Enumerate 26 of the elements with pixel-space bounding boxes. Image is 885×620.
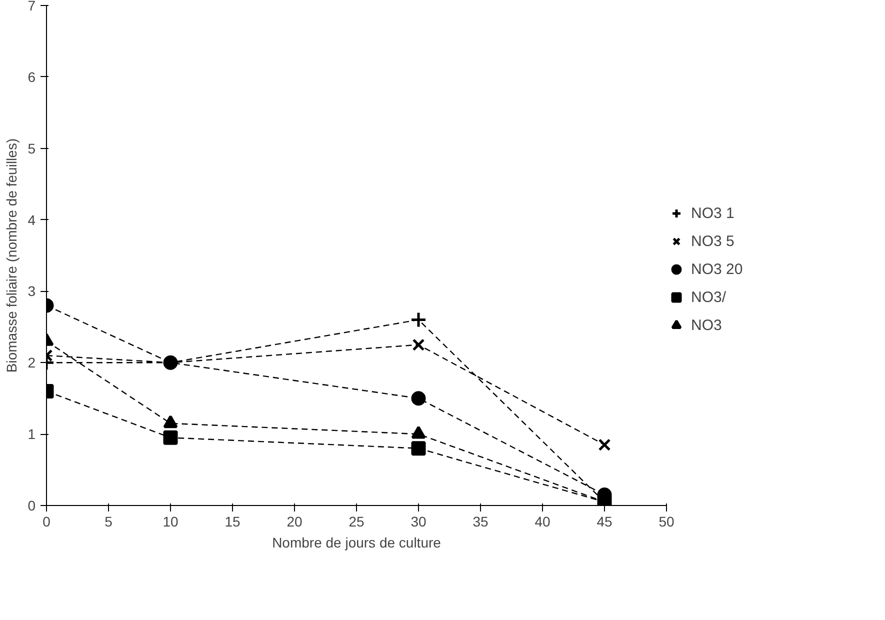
x-tick-label: 0 [42, 514, 51, 530]
x-tick-label: 35 [472, 514, 488, 530]
x-tick-label: 40 [534, 514, 550, 530]
y-tick-label: 5 [28, 140, 36, 156]
x-tick-label: 5 [104, 514, 113, 530]
legend-label: NO3/ [691, 288, 726, 306]
x-tick-label: 25 [348, 514, 364, 530]
y-tick-label: 0 [28, 498, 36, 514]
x-tick-label: 10 [162, 514, 178, 530]
x-tick-label: 50 [658, 514, 674, 530]
x-tick-label: 30 [410, 514, 426, 530]
y-tick-label: 6 [28, 68, 36, 85]
y-tick-label: 2 [28, 354, 36, 371]
y-axis-title: Biomasse foliaire (nombre de feuilles) [4, 138, 20, 373]
legend-label: NO3 5 [691, 232, 734, 250]
x-axis-title: Nombre de jours de culture [272, 534, 442, 550]
y-tick-label: 7 [28, 0, 36, 14]
legend-label: NO3 20 [691, 260, 743, 278]
x-tick-label: 15 [224, 514, 240, 530]
x-tick-label: 20 [286, 514, 302, 530]
y-tick-label: 1 [28, 426, 36, 442]
y-tick-label: 3 [28, 283, 36, 300]
legend-label: NO3 1 [691, 204, 734, 222]
x-tick-label: 45 [596, 514, 612, 530]
y-tick-label: 4 [28, 212, 36, 228]
legend-label: NO3 [691, 316, 722, 334]
